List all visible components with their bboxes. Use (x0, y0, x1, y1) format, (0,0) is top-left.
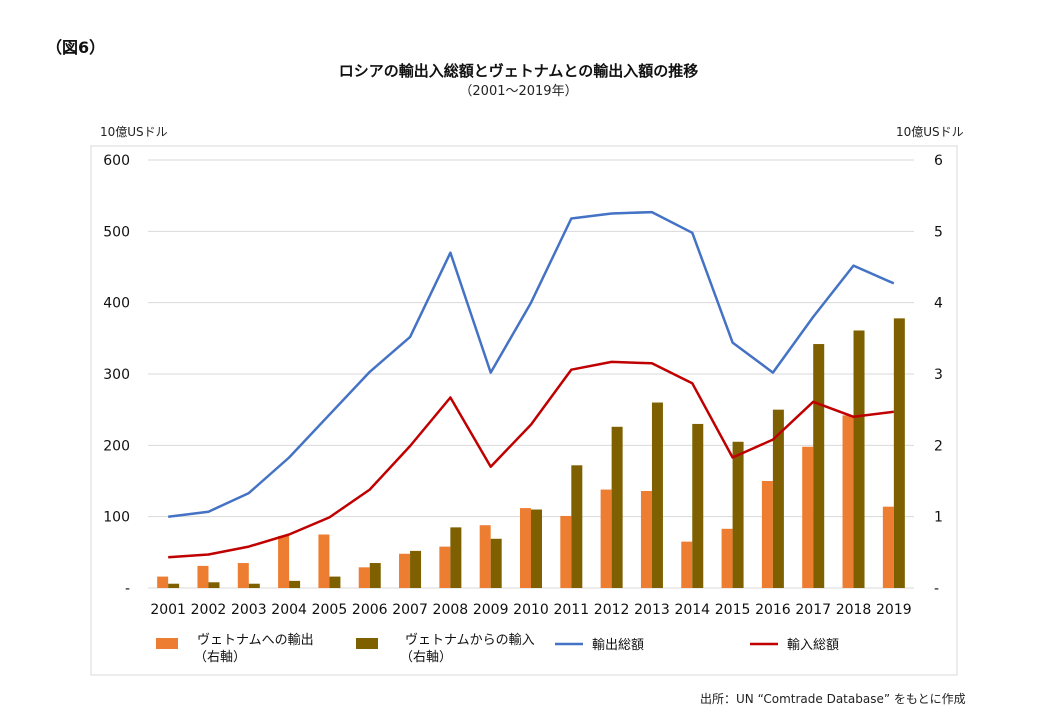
bar (410, 550, 422, 588)
right-axis-tick-label: - (934, 581, 939, 597)
left-axis-tick-label: 200 (103, 438, 130, 454)
x-axis-tick-label: 2010 (513, 602, 549, 618)
bar (692, 423, 704, 588)
x-axis-tick-label: 2018 (836, 602, 872, 618)
right-axis-tick-label: 5 (934, 224, 943, 240)
bar (278, 535, 290, 588)
legend-label-imports-vn-2: （右軸） (400, 650, 452, 665)
chart-title: ロシアの輸出入総額とヴェトナムとの輸出入額の推移 (338, 62, 699, 80)
bar (520, 508, 531, 588)
bar (208, 582, 220, 588)
series-line (168, 210, 895, 518)
x-axis-tick-label: 2015 (715, 602, 751, 618)
bars-group (157, 318, 905, 588)
x-axis-tick-label: 2011 (553, 602, 589, 618)
figure-label: （図6） (46, 38, 106, 57)
left-axis-tick-label: 100 (103, 510, 130, 526)
left-axis-tick-label: - (125, 581, 130, 597)
x-axis-tick-label: 2007 (392, 602, 428, 618)
bar (439, 546, 451, 588)
bar (893, 318, 905, 588)
bar (721, 528, 733, 588)
x-axis-tick-label: 2019 (876, 602, 912, 618)
x-axis-tick-label: 2016 (755, 602, 791, 618)
bar (358, 567, 370, 588)
legend-swatch-imports-vn (356, 638, 378, 649)
bar (157, 576, 169, 588)
bar (813, 344, 825, 588)
right-axis-tick-label: 3 (934, 367, 943, 383)
legend-label-imports-vn-1: ヴェトナムからの輸入 (405, 632, 535, 648)
bar (882, 506, 894, 588)
right-axis-unit: 10億USドル (896, 125, 964, 139)
bar (248, 583, 260, 588)
legend: ヴェトナムへの輸出 （右軸） ヴェトナムからの輸入 （右軸） 輸出総額 輸入総額 (156, 632, 839, 665)
x-axis-tick-label: 2014 (674, 602, 710, 618)
x-axis-tick-label: 2008 (433, 602, 469, 618)
bar (761, 481, 773, 588)
bar (732, 441, 744, 588)
left-axis-unit: 10億USドル (100, 125, 168, 139)
source-note: 出所：UN “Comtrade Database” をもとに作成 (700, 692, 966, 706)
bar (197, 565, 209, 588)
left-axis-tick-label: 300 (103, 367, 130, 383)
x-axis-tick-label: 2004 (271, 602, 307, 618)
right-axis-tick-label: 6 (934, 153, 943, 169)
bar (369, 563, 381, 588)
bar (571, 465, 583, 588)
x-axis-tick-label: 2006 (352, 602, 388, 618)
bar (802, 446, 814, 588)
x-axis-tick-label: 2003 (231, 602, 267, 618)
x-axis-tick-label: 2009 (473, 602, 509, 618)
legend-label-exports-vn-2: （右軸） (194, 650, 246, 665)
bar (399, 553, 411, 588)
series-line (168, 360, 894, 559)
bar (318, 534, 330, 588)
x-axis-ticks: 2001 2002 2003 2004 2005 2006 2007 2008 2009 2010… (150, 602, 911, 618)
x-axis-tick-label: 2001 (150, 602, 186, 618)
bar (490, 538, 502, 588)
right-axis-tick-label: 2 (934, 438, 943, 454)
right-axis-ticks: - 1 2 3 4 5 6 (934, 153, 943, 597)
bar (681, 541, 693, 588)
left-axis-tick-label: 400 (103, 296, 130, 312)
right-axis-tick-label: 4 (934, 296, 943, 312)
x-axis-tick-label: 2013 (634, 602, 670, 618)
bar (168, 583, 180, 588)
bar (651, 402, 663, 588)
bar (772, 409, 784, 588)
chart-subtitle: （2001～2019年） (459, 84, 578, 99)
lines-group (168, 210, 895, 559)
left-axis-tick-label: 500 (103, 224, 130, 240)
bar (237, 563, 249, 588)
bar (479, 525, 491, 588)
bar (853, 330, 865, 588)
x-axis-tick-label: 2017 (795, 602, 831, 618)
bar (600, 489, 612, 588)
legend-label-exports-vn-1: ヴェトナムへの輸出 (197, 632, 314, 648)
bar (329, 576, 341, 588)
x-axis-tick-label: 2005 (312, 602, 348, 618)
legend-label-total-imports: 輸入総額 (787, 638, 839, 653)
left-axis-ticks: - 100 200 300 400 500 600 (103, 153, 130, 597)
bar (611, 426, 623, 588)
legend-swatch-exports-vn (156, 638, 178, 649)
chart-frame (90, 145, 958, 676)
right-axis-tick-label: 1 (934, 510, 943, 526)
bar (640, 490, 652, 588)
bar (450, 527, 462, 588)
bar (289, 580, 301, 588)
bar (531, 509, 542, 588)
left-axis-tick-label: 600 (103, 153, 130, 169)
legend-label-total-exports: 輸出総額 (592, 638, 644, 653)
bar (842, 415, 854, 588)
bar (560, 515, 572, 588)
x-axis-tick-label: 2002 (191, 602, 227, 618)
x-axis-tick-label: 2012 (594, 602, 630, 618)
